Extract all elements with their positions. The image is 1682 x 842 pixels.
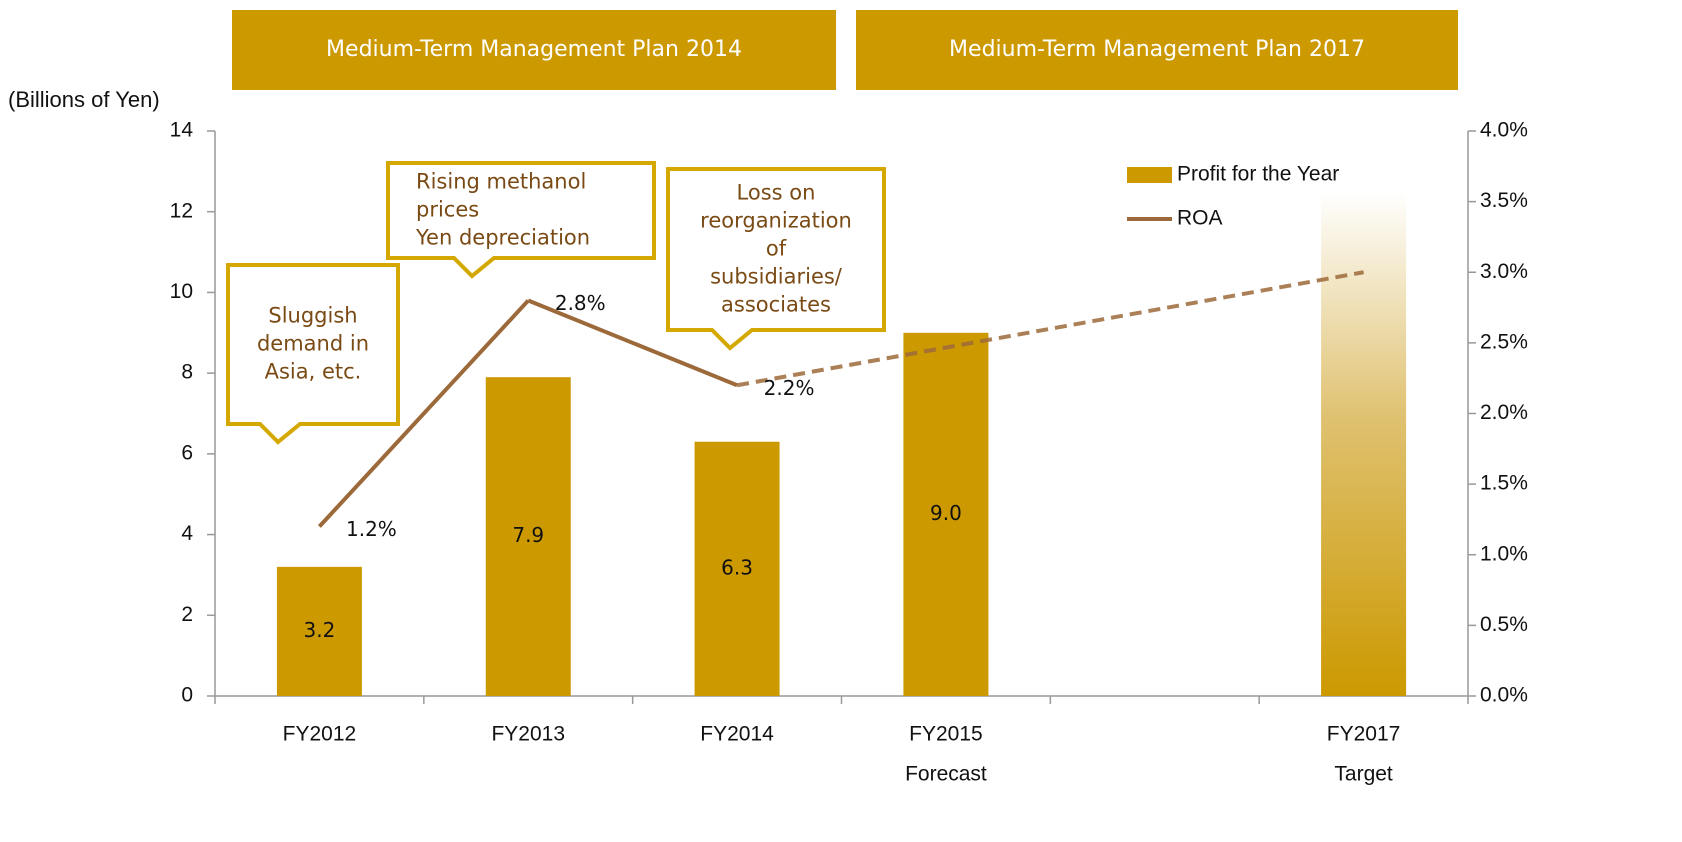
banner-text: Medium-Term Management Plan 2017 xyxy=(949,37,1365,62)
y2-tick-label: 4.0% xyxy=(1480,119,1528,142)
callout-box xyxy=(386,161,656,279)
callout-text: Rising methanol xyxy=(416,170,586,194)
banner xyxy=(232,10,836,90)
callout-text: Yen depreciation xyxy=(415,226,590,250)
x-sublabel: Forecast xyxy=(905,763,987,786)
callout-text: Loss on xyxy=(737,181,816,205)
callout-box xyxy=(226,263,400,445)
callout-box xyxy=(666,167,886,351)
line-value-label: 2.8% xyxy=(555,291,606,315)
legend-swatch xyxy=(1127,167,1172,183)
x-tick-label: FY2012 xyxy=(283,723,357,746)
callout-text: prices xyxy=(416,198,479,222)
y2-tick-label: 2.5% xyxy=(1480,330,1528,353)
y-tick-label: 2 xyxy=(181,603,193,626)
y2-tick-label: 3.0% xyxy=(1480,260,1528,283)
roa-segment xyxy=(317,299,530,528)
bar xyxy=(485,377,571,696)
y2-tick-label: 2.0% xyxy=(1480,401,1528,424)
line-value-label: 1.2% xyxy=(346,517,397,541)
y-tick-label: 0 xyxy=(181,684,193,707)
bar xyxy=(694,441,780,696)
y2-tick-label: 0.5% xyxy=(1480,613,1528,636)
legend-label: ROA xyxy=(1177,207,1223,230)
y-tick-label: 10 xyxy=(170,280,193,303)
y-tick-label: 4 xyxy=(181,522,193,545)
y2-tick-label: 1.0% xyxy=(1480,542,1528,565)
y2-tick-label: 1.5% xyxy=(1480,472,1528,495)
x-tick-label: FY2017 xyxy=(1327,723,1401,746)
callout-text: subsidiaries/ xyxy=(710,265,843,289)
y-tick-label: 12 xyxy=(170,199,193,222)
line-value-label: 2.2% xyxy=(764,376,815,400)
banner xyxy=(856,10,1458,90)
callout-text: of xyxy=(766,237,787,261)
callout-text: demand in xyxy=(257,332,369,356)
legend-label: Profit for the Year xyxy=(1177,163,1339,186)
y-tick-label: 6 xyxy=(181,441,193,464)
bar-value-label: 9.0 xyxy=(930,501,962,525)
banner-text: Medium-Term Management Plan 2014 xyxy=(326,37,742,62)
bar-value-label: 7.9 xyxy=(512,523,544,547)
y-axis-label: (Billions of Yen) xyxy=(8,87,160,112)
callout-text: Asia, etc. xyxy=(265,360,362,384)
bar-value-label: 3.2 xyxy=(304,618,336,642)
bar-value-label: 6.3 xyxy=(721,555,753,579)
bar xyxy=(1321,191,1407,697)
callout-text: reorganization xyxy=(700,209,852,233)
y2-tick-label: 0.0% xyxy=(1480,684,1528,707)
bar xyxy=(903,332,989,696)
y2-tick-label: 3.5% xyxy=(1480,189,1528,212)
y-tick-label: 8 xyxy=(181,361,193,384)
x-tick-label: FY2015 xyxy=(909,723,983,746)
x-tick-label: FY2014 xyxy=(700,723,774,746)
bar xyxy=(276,566,362,696)
roa-segment xyxy=(736,270,1364,388)
callout-text: Sluggish xyxy=(268,304,357,328)
roa-segment xyxy=(527,298,738,388)
y-tick-label: 14 xyxy=(170,119,194,142)
callout-text: associates xyxy=(721,293,831,317)
x-tick-label: FY2013 xyxy=(491,723,565,746)
x-sublabel: Target xyxy=(1334,763,1393,786)
